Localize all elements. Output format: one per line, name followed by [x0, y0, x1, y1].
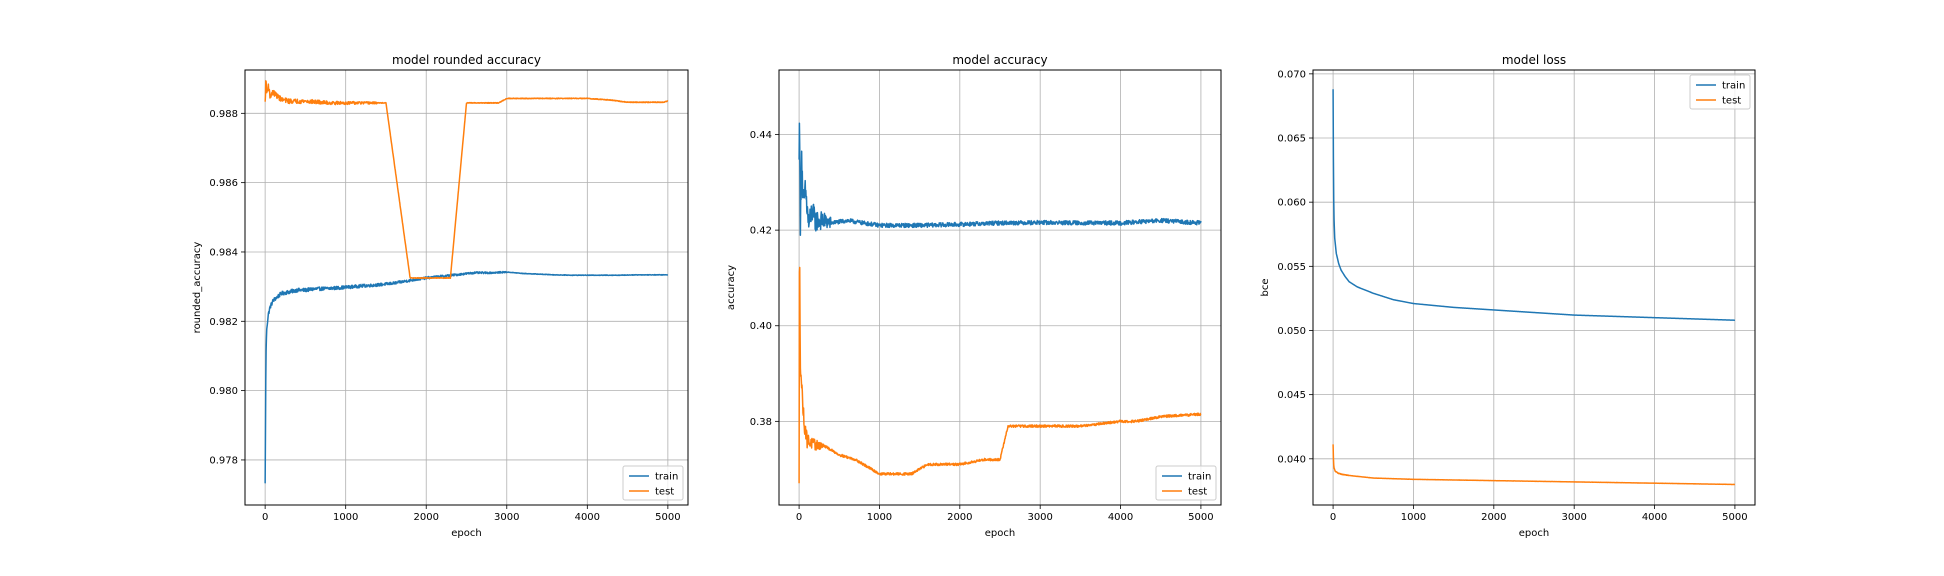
series-line-train	[1332, 89, 1736, 321]
x-tick-label: 1000	[1401, 512, 1426, 523]
x-tick-label: 0	[1330, 512, 1336, 523]
y-axis-label: rounded_accuracy	[192, 242, 203, 334]
y-ticks: 0.040 0.045 0.050 0.055 0.060 0.065 0.070	[1277, 69, 1313, 465]
x-tick-label: 4000	[1642, 512, 1667, 523]
x-ticks: 0 1000 2000 3000 4000 5000	[262, 505, 681, 523]
y-tick-label: 0.986	[209, 178, 238, 189]
legend-label-train: train	[655, 472, 678, 483]
chart-title: model loss	[1502, 53, 1566, 67]
legend-label-test: test	[1722, 96, 1741, 107]
legend-label-train: train	[1188, 472, 1211, 483]
x-tick-label: 3000	[494, 512, 519, 523]
y-ticks: 0.38 0.40 0.42 0.44	[750, 130, 779, 428]
x-tick-label: 3000	[1561, 512, 1586, 523]
x-axis-label: epoch	[985, 528, 1015, 539]
x-tick-label: 0	[796, 512, 802, 523]
y-tick-label: 0.982	[209, 317, 238, 328]
y-tick-label: 0.44	[750, 130, 772, 141]
y-tick-label: 0.42	[750, 226, 772, 237]
series-line-test	[1332, 444, 1736, 486]
y-tick-label: 0.045	[1277, 390, 1306, 401]
legend-label-test: test	[655, 487, 674, 498]
x-tick-label: 5000	[1188, 512, 1213, 523]
axes-frame	[244, 69, 689, 506]
x-tick-label: 1000	[333, 512, 358, 523]
y-axis-label: accuracy	[726, 265, 737, 310]
y-ticks: 0.978 0.980 0.982 0.984 0.986 0.988	[209, 109, 245, 466]
x-tick-label: 5000	[655, 512, 680, 523]
x-tick-label: 3000	[1027, 512, 1052, 523]
x-axis-label: epoch	[1519, 528, 1549, 539]
y-tick-label: 0.988	[209, 109, 238, 120]
y-tick-label: 0.060	[1277, 198, 1306, 209]
y-tick-label: 0.40	[750, 321, 772, 332]
chart-title: model rounded accuracy	[392, 53, 541, 67]
panel-loss: model loss epoch bce 0 1000 2000 3000 4000 50…	[1260, 53, 1756, 539]
y-axis-label: bce	[1260, 279, 1271, 297]
y-tick-label: 0.980	[209, 386, 238, 397]
x-tick-label: 2000	[414, 512, 439, 523]
x-tick-label: 4000	[1108, 512, 1133, 523]
y-tick-label: 0.978	[209, 455, 238, 466]
x-ticks: 0 1000 2000 3000 4000 5000	[796, 505, 1214, 523]
y-tick-label: 0.040	[1277, 454, 1306, 465]
x-tick-label: 2000	[1481, 512, 1506, 523]
x-tick-label: 5000	[1722, 512, 1747, 523]
y-tick-label: 0.070	[1277, 69, 1306, 80]
axes-frame	[1312, 69, 1756, 506]
grid	[779, 70, 1221, 505]
panel-accuracy: model accuracy epoch accuracy 0 1000 2000 3…	[726, 53, 1222, 539]
series-lines	[264, 80, 669, 484]
x-axis-label: epoch	[451, 528, 481, 539]
series-lines	[798, 122, 1202, 484]
panel-rounded-accuracy: model rounded accuracy epoch rounded_acc…	[192, 53, 689, 539]
legend-label-test: test	[1188, 487, 1207, 498]
legend-label-train: train	[1722, 81, 1745, 92]
series-line-train	[798, 122, 1202, 236]
axes-frame	[778, 69, 1222, 506]
y-tick-label: 0.38	[750, 417, 772, 428]
grid	[245, 70, 688, 505]
x-tick-label: 1000	[867, 512, 892, 523]
series-line-train	[264, 270, 669, 484]
legend: train test	[1689, 74, 1751, 110]
x-ticks: 0 1000 2000 3000 4000 5000	[1330, 505, 1748, 523]
legend: train test	[622, 465, 684, 501]
y-tick-label: 0.984	[209, 247, 238, 258]
grid	[1313, 70, 1755, 505]
x-tick-label: 2000	[947, 512, 972, 523]
chart-title: model accuracy	[952, 53, 1047, 67]
series-line-test	[264, 80, 669, 280]
legend: train test	[1155, 465, 1217, 501]
series-line-test	[798, 266, 1202, 484]
x-tick-label: 4000	[575, 512, 600, 523]
series-lines	[1332, 89, 1736, 486]
y-tick-label: 0.055	[1277, 262, 1306, 273]
x-tick-label: 0	[262, 512, 268, 523]
y-tick-label: 0.050	[1277, 326, 1306, 337]
y-tick-label: 0.065	[1277, 134, 1306, 145]
